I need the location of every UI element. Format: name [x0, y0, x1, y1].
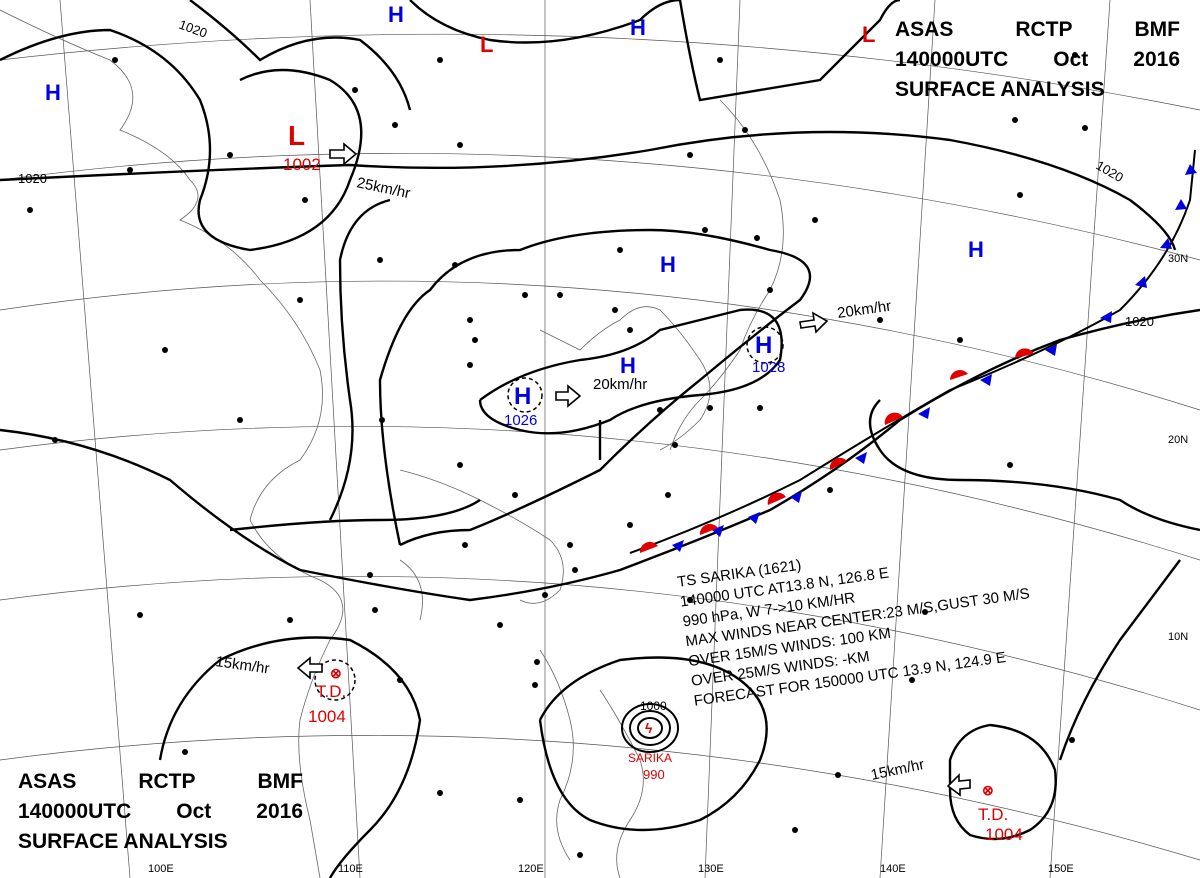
td-center-symbol: ⊗ — [982, 782, 994, 798]
isobar-label: 1020 — [1125, 314, 1154, 329]
td-center-value: 1004 — [985, 825, 1023, 844]
header-word: 2016 — [256, 800, 303, 823]
dashed-circles — [314, 326, 784, 701]
header-word: Oct — [1053, 48, 1089, 71]
typhoon-value: 990 — [643, 767, 665, 782]
chart-header-top: ASAS RCTP BMF 140000UTC Oct 2016 SURFACE… — [895, 15, 1185, 105]
header-line-2: 140000UTC Oct 2016 — [18, 797, 303, 827]
longitude-label: 120E — [518, 863, 544, 875]
latitude-label: 30N — [1168, 253, 1188, 265]
longitude-label: 140E — [880, 863, 906, 875]
header-word: Oct — [176, 800, 212, 823]
high-center-symbol: H — [514, 383, 531, 410]
isobar-labels: 1020 1020 1020 1020 1000 — [18, 17, 1154, 713]
td-center-label: T.D. — [316, 682, 346, 701]
header-word: ASAS — [18, 770, 77, 793]
high-symbol: H — [660, 252, 676, 277]
low-symbol: L — [480, 32, 493, 57]
longitude-label: 110E — [338, 863, 363, 875]
high-center-value: 1028 — [752, 359, 785, 376]
header-line-3: SURFACE ANALYSIS — [18, 830, 228, 853]
motion-arrows — [296, 142, 971, 797]
typhoon-isobars — [621, 703, 679, 753]
isobar-label: 1020 — [18, 171, 47, 186]
header-word: ASAS — [895, 18, 954, 41]
high-center-value: 1026 — [504, 412, 537, 429]
pressure-centers: L 1002 H 1026 H 1028 ⊗ T.D. 1004 ⊗ T.D. … — [45, 2, 1023, 844]
header-line-1: ASAS RCTP BMF — [18, 767, 303, 797]
header-word: RCTP — [138, 770, 196, 793]
longitude-label: 150E — [1048, 863, 1074, 875]
low-symbol: L — [862, 22, 875, 47]
low-center-value: 1002 — [283, 155, 321, 174]
typhoon-symbol: ϟ — [645, 720, 653, 736]
low-center-symbol: L — [288, 120, 305, 151]
td-center-symbol: ⊗ — [330, 665, 342, 681]
latitude-label: 20N — [1168, 434, 1188, 446]
front-line — [629, 149, 1197, 554]
longitude-label: 100E — [148, 863, 174, 875]
high-symbol: H — [620, 353, 636, 378]
typhoon-name: SARIKA — [628, 751, 672, 765]
header-line-2: 140000UTC Oct 2016 — [895, 45, 1180, 75]
coastlines — [0, 9, 784, 878]
td-center-value: 1004 — [308, 707, 346, 726]
high-symbol: H — [388, 2, 404, 27]
header-line-3: SURFACE ANALYSIS — [895, 78, 1105, 101]
graticule-labels: 30N 20N 10N 100E 110E 120E 130E 140E 150… — [148, 253, 1188, 875]
header-line-1: ASAS RCTP BMF — [895, 15, 1180, 45]
header-word: 140000UTC — [18, 800, 132, 823]
high-center-symbol: H — [755, 332, 772, 359]
latitude-label: 10N — [1168, 631, 1188, 643]
high-symbol: H — [968, 237, 984, 262]
motion-label: 20km/hr — [593, 376, 647, 393]
td-center-label: T.D. — [978, 805, 1008, 824]
header-word: BMF — [1134, 18, 1181, 41]
header-word: 140000UTC — [895, 48, 1009, 71]
high-symbol: H — [630, 15, 646, 40]
header-word: 2016 — [1133, 48, 1180, 71]
header-word: BMF — [257, 770, 304, 793]
station-plots — [27, 52, 1088, 858]
isobar-label: 1000 — [640, 699, 667, 713]
header-word: RCTP — [1015, 18, 1073, 41]
chart-header-bottom: ASAS RCTP BMF 140000UTC Oct 2016 SURFACE… — [18, 767, 308, 857]
high-symbol: H — [45, 80, 61, 105]
longitude-label: 130E — [698, 863, 724, 875]
